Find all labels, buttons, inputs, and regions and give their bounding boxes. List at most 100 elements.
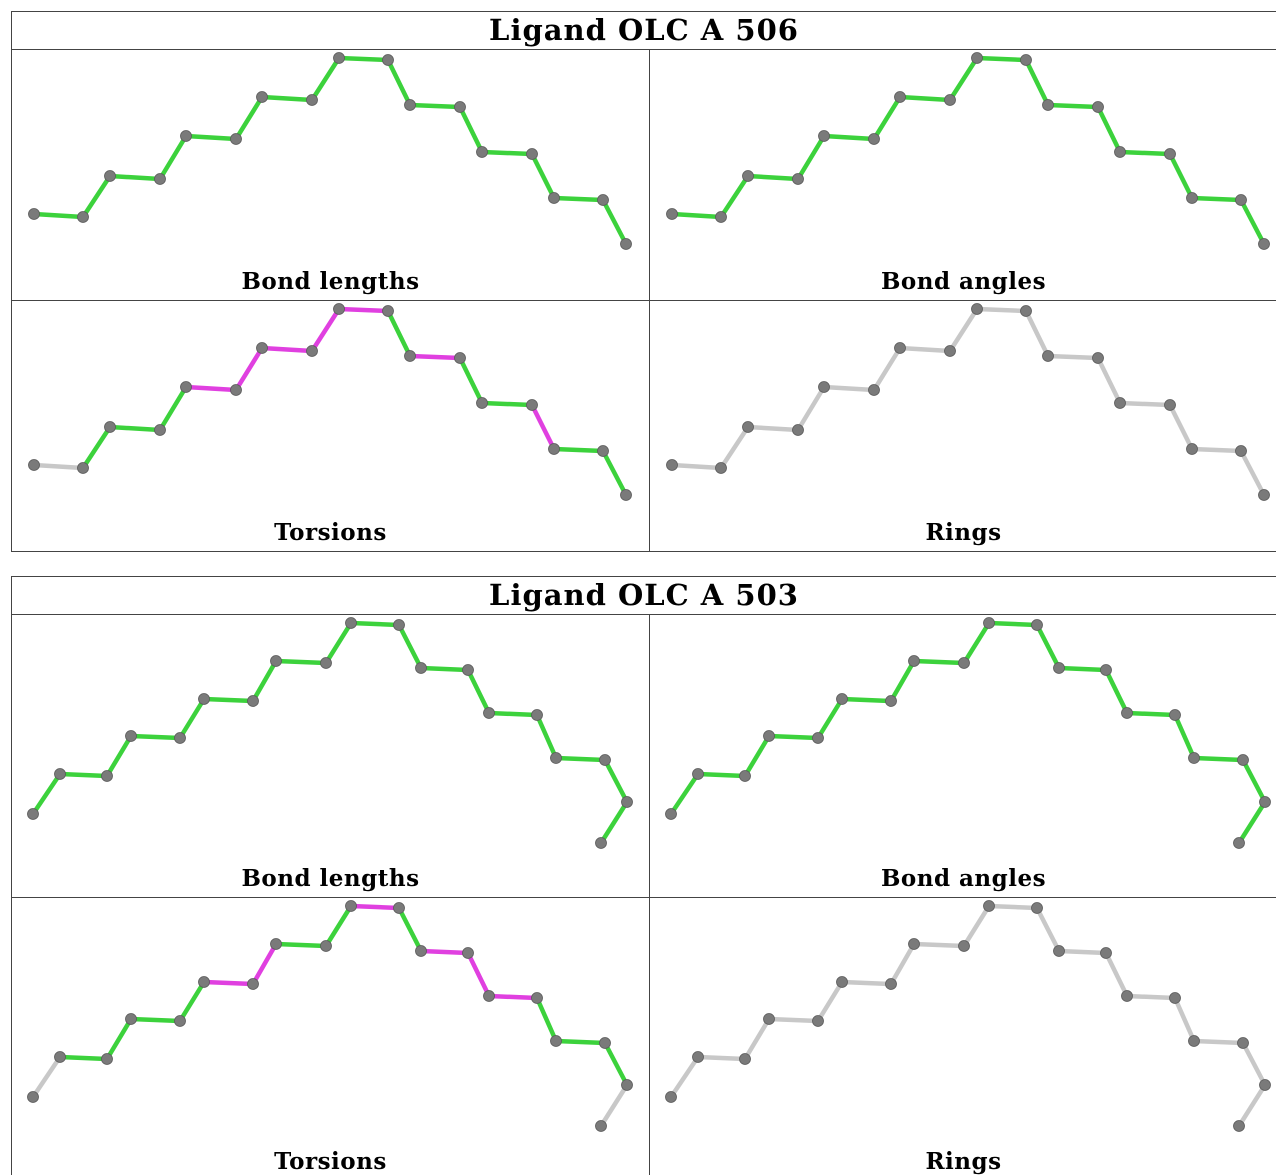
atom [894, 91, 906, 103]
atom [198, 693, 210, 705]
atom [958, 940, 970, 952]
bond-ok [888, 658, 917, 704]
bond-neutral [1103, 950, 1130, 999]
bond-neutral [669, 462, 724, 471]
atom [230, 384, 242, 396]
bond-ok [407, 102, 463, 110]
bond-ok [1103, 667, 1130, 716]
bond-ok [273, 658, 329, 666]
atom [812, 1015, 824, 1027]
bond-outlier [336, 306, 391, 314]
atom [763, 730, 775, 742]
bond-ok [1191, 755, 1246, 763]
atom [1100, 664, 1112, 676]
bond-ok [1117, 149, 1173, 157]
atom [1053, 662, 1065, 674]
bond-ok [551, 195, 606, 203]
molecule-diagram [666, 52, 1270, 250]
bond-ok [602, 1040, 630, 1088]
atom [476, 146, 488, 158]
atom [792, 424, 804, 436]
bond-ok [107, 173, 163, 182]
atom [836, 693, 848, 705]
atom [306, 345, 318, 357]
atom [1020, 305, 1032, 317]
atom [415, 662, 427, 674]
bond-ok [80, 173, 113, 220]
atom [715, 211, 727, 223]
ligand-title: Ligand OLC A 503 [12, 577, 1276, 615]
bond-outlier [250, 941, 279, 987]
atom [621, 796, 633, 808]
bond-ok [309, 55, 342, 103]
atom [885, 695, 897, 707]
bond-ok [31, 211, 86, 220]
atom [958, 657, 970, 669]
atom [1259, 796, 1271, 808]
atom [665, 1091, 677, 1103]
atom [306, 94, 318, 106]
atom [818, 381, 830, 393]
bond-ok [1045, 102, 1101, 110]
atom [1164, 399, 1176, 411]
panel-label: Bond angles [880, 865, 1047, 892]
atom [1169, 992, 1181, 1004]
atom [1121, 990, 1133, 1002]
atom [462, 664, 474, 676]
bond-ok [336, 55, 391, 63]
bond-ok [553, 755, 608, 763]
bond-ok [157, 384, 189, 433]
bond-ok [183, 133, 239, 142]
atom [174, 732, 186, 744]
panel-rings: Rings [650, 301, 1276, 552]
atom [483, 990, 495, 1002]
atom [1186, 443, 1198, 455]
atom [715, 462, 727, 474]
bond-ok [598, 799, 630, 846]
bond-neutral [815, 979, 845, 1024]
bond-neutral [1240, 1040, 1268, 1088]
atom [1042, 99, 1054, 111]
panel-label: Rings [925, 519, 1002, 546]
atom [230, 133, 242, 145]
atom [868, 384, 880, 396]
atom [404, 350, 416, 362]
bond-neutral [911, 941, 967, 949]
panel-torsions: Torsions [12, 898, 649, 1176]
atom [597, 445, 609, 457]
bond-neutral [1238, 448, 1267, 498]
atom [908, 938, 920, 950]
atom [415, 945, 427, 957]
bond-neutral [598, 1082, 630, 1129]
atom [1233, 837, 1245, 849]
atom [1188, 752, 1200, 764]
bond-neutral [1172, 995, 1197, 1044]
panel-bond-angles: Bond angles [650, 615, 1276, 897]
bond-neutral [1034, 905, 1062, 954]
bond-neutral [766, 1016, 821, 1024]
bond-ok [1023, 57, 1051, 108]
bond-ok [396, 622, 424, 671]
bond-neutral [1023, 308, 1051, 359]
atom [462, 947, 474, 959]
atom [393, 902, 405, 914]
atom [270, 655, 282, 667]
panel-label: Torsions [274, 519, 387, 546]
atom [742, 421, 754, 433]
bond-neutral [871, 345, 903, 393]
atom [531, 992, 543, 1004]
atom [1031, 619, 1043, 631]
bond-ok [233, 94, 265, 142]
atom [101, 770, 113, 782]
atom [548, 443, 560, 455]
bond-neutral [742, 1016, 772, 1062]
bond-outlier [486, 993, 540, 1001]
atom [1237, 754, 1249, 766]
bond-neutral [795, 384, 827, 433]
atom [836, 976, 848, 988]
bond-ok [1172, 712, 1197, 761]
atom [894, 342, 906, 354]
bond-ok [323, 620, 354, 666]
atom [1235, 194, 1247, 206]
bond-ok [177, 979, 207, 1024]
